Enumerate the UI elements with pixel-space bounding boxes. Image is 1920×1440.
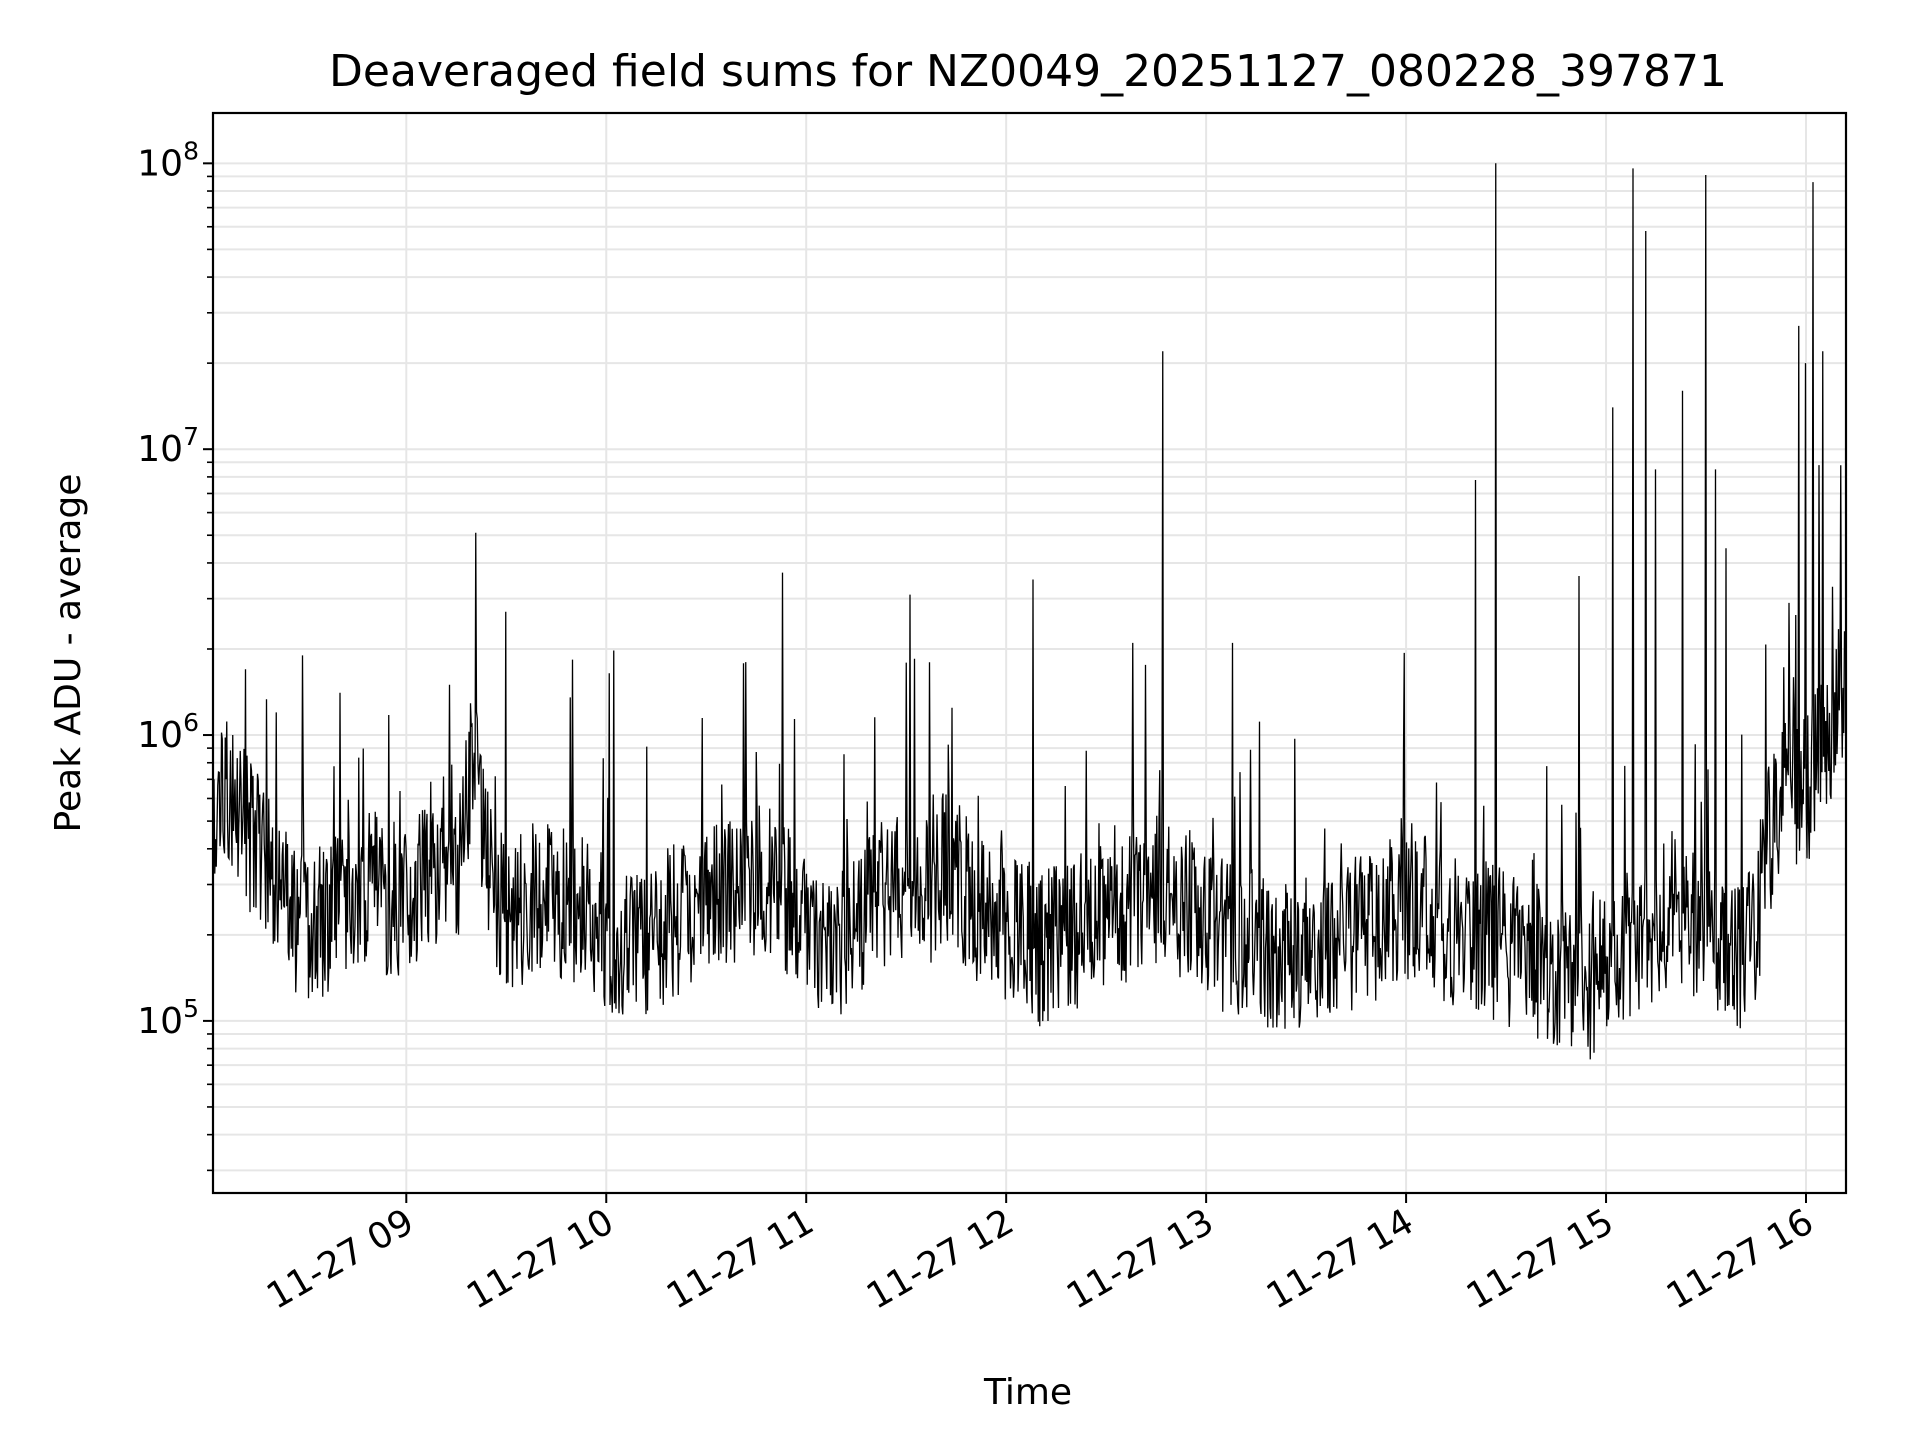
plot-frame xyxy=(211,111,1848,1195)
y-tick-exponent: 6 xyxy=(183,708,199,737)
y-tick-label: 106 xyxy=(137,708,199,756)
series-layer xyxy=(213,163,1846,1060)
y-tick-exponent: 7 xyxy=(183,422,199,451)
series-line xyxy=(213,163,1846,1060)
chart-title: Deaveraged field sums for NZ0049_2025112… xyxy=(329,46,1727,97)
y-tick-label: 107 xyxy=(137,422,199,470)
y-tick-label: 105 xyxy=(137,994,199,1042)
y-tick-base: 10 xyxy=(137,143,183,184)
y-tick-exponent: 5 xyxy=(183,994,199,1023)
x-axis-label: Time xyxy=(983,1372,1072,1413)
y-tick-exponent: 8 xyxy=(183,136,199,165)
y-tick-label: 108 xyxy=(137,136,199,184)
y-tick-base: 10 xyxy=(137,715,183,756)
y-tick-base: 10 xyxy=(137,429,183,470)
y-axis-label: Peak ADU - average xyxy=(48,474,89,833)
y-tick-base: 10 xyxy=(137,1001,183,1042)
